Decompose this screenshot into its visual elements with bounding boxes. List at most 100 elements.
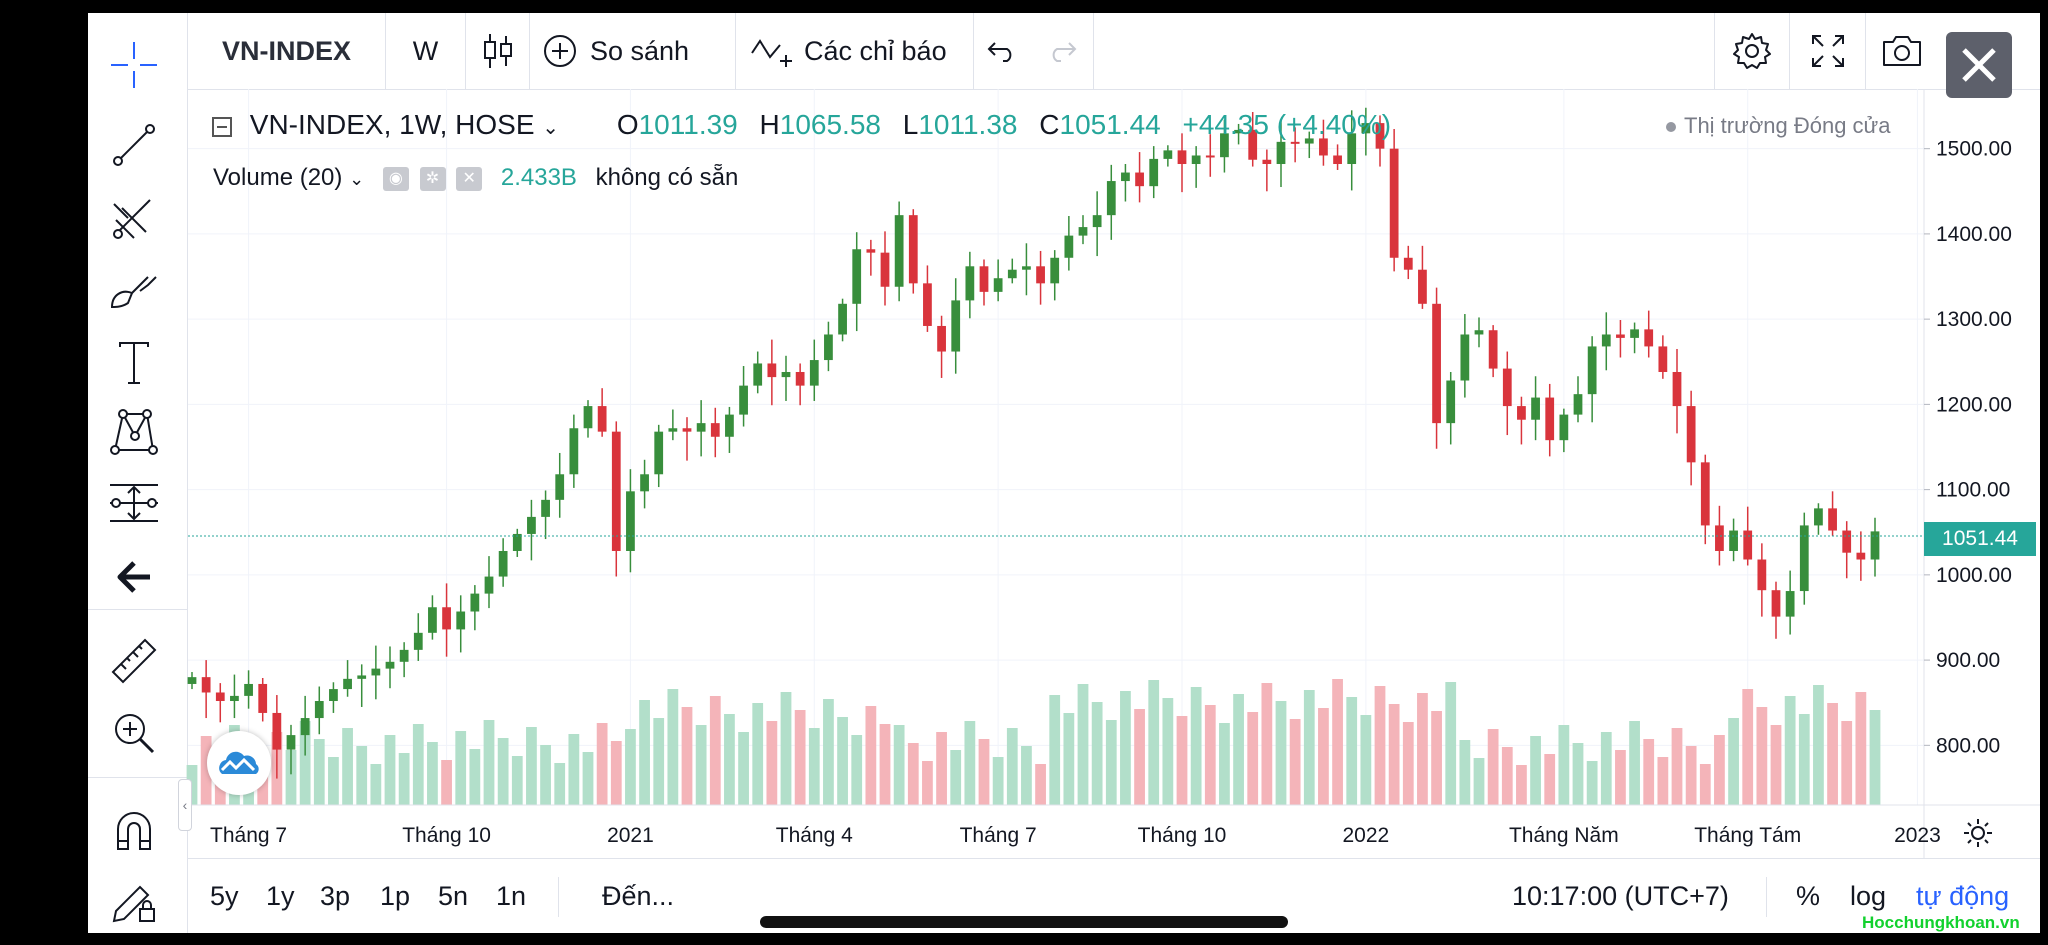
lock-drawings-tool[interactable] [106,873,162,929]
symbol-search-button[interactable]: VN-INDEX [188,13,386,89]
pattern-tool[interactable] [106,403,162,459]
fullscreen-icon [1811,35,1844,67]
volume-bar-up [328,757,339,805]
price-chart[interactable]: 1500.00 1400.00 1300.00 1200.00 1100.00 1000.… [88,13,2040,933]
volume-bar-up [1728,718,1739,805]
volume-bar-up [837,717,848,805]
last-price-tag: 1051.44 [1924,522,2036,556]
fib-tool[interactable] [106,190,162,246]
price-axis[interactable]: 1500.00 1400.00 1300.00 1200.00 1100.00 1000.… [1924,138,2012,758]
percent-label: % [1796,881,1821,911]
volume-bar-down [709,696,721,805]
range-3p[interactable]: 3p [320,859,350,933]
candle-up [498,550,508,577]
volume-bar-up [1091,702,1103,805]
candle-up [371,668,381,676]
gear-small-icon[interactable]: ✲ [419,166,446,191]
brush-tool[interactable] [106,263,162,319]
volume-bar-down [596,723,608,805]
trend-line-tool[interactable] [106,117,162,173]
chevron-down-icon[interactable]: ⌄ [542,117,560,139]
symbol-label: VN-INDEX [222,35,352,66]
candle-down [258,683,268,713]
brush-icon [110,276,157,309]
goto-date-button[interactable]: Đến... [602,859,674,933]
undo-button[interactable] [974,13,1030,89]
candle-down [1616,334,1625,338]
range-1y[interactable]: 1y [266,859,295,933]
range-1p[interactable]: 1p [380,859,410,933]
volume-bar-up [1869,710,1881,805]
candle-down [1672,371,1682,407]
candle-down [1828,508,1837,531]
chart-type-button[interactable] [466,13,530,89]
range-5n[interactable]: 5n [438,859,468,933]
volume-bar-up [1586,761,1598,805]
volume-bar-down [1855,692,1867,805]
remove-icon[interactable]: ✕ [456,166,483,191]
candle-up [1460,334,1470,381]
indicators-icon [751,39,792,67]
candle-down [1715,525,1724,551]
candle-up [470,593,480,612]
zoom-tool[interactable] [106,705,162,761]
candle-down [272,712,282,750]
range-5y[interactable]: 5y [210,859,239,933]
pencil-lock-icon [112,885,155,923]
candle-up [1347,133,1357,165]
candle-up [1559,414,1569,441]
timezone-button[interactable]: 10:17:00 (UTC+7) [1512,859,1729,933]
auto-scale-toggle[interactable]: tự động [1916,859,2009,933]
fullscreen-button[interactable] [1790,13,1866,89]
candle-up [1149,158,1159,187]
snapshot-button[interactable] [1866,13,1938,89]
text-tool[interactable] [106,335,162,391]
candle-up [286,735,296,750]
collapse-legend-icon[interactable] [212,116,232,137]
time-axis[interactable]: Tháng 7 Tháng 10 2021 Tháng 4 Tháng 7 Tháng 1… [210,824,1941,847]
ruler-tool[interactable] [106,633,162,689]
volume-bar-up [1190,687,1202,805]
volume-bar-up [299,721,311,805]
candle-down [710,423,720,437]
volume-bar-down [1841,721,1853,805]
volume-bar-up [398,753,410,805]
candle-up [809,360,819,386]
settings-button[interactable] [1714,13,1790,89]
candlestick-series [187,107,1880,779]
range-1n[interactable]: 1n [496,859,526,933]
candle-down [1700,462,1710,526]
bottom-bar: 5y 1y 3p 1p 5n 1n Đến... 10:17:00 (UTC+7… [188,858,2040,933]
indicators-button[interactable]: Các chỉ báo [736,13,974,89]
time-axis-label: 2023 [1894,824,1941,847]
candle-down [611,431,621,551]
candle-down [1743,530,1753,560]
volume-bar-up [412,724,424,805]
redo-button[interactable] [1030,13,1094,89]
candle-down [979,266,989,292]
eye-icon[interactable]: ◉ [382,166,409,191]
magnet-tool[interactable] [106,803,162,859]
interval-button[interactable]: W [386,13,466,89]
percent-toggle[interactable]: % [1796,859,1820,933]
measure-range-tool[interactable] [106,475,162,531]
volume-bar-up [455,731,467,805]
log-toggle[interactable]: log [1850,859,1886,933]
volume-title: Volume (20) [213,164,343,191]
volume-bar-up [1021,746,1032,805]
axis-settings-button[interactable] [1958,813,1998,853]
volume-bar-up [724,714,735,805]
hide-toolbar-button[interactable] [106,549,162,605]
candle-up [739,385,748,415]
bottom-divider [558,877,559,917]
candle-up [1531,397,1540,420]
candle-up [230,695,239,702]
volume-chevron-icon[interactable]: ⌄ [349,169,365,189]
collapse-handle[interactable]: ‹ [178,779,192,831]
crosshair-tool[interactable] [106,37,162,93]
candle-up [1276,141,1286,165]
candle-down [682,428,692,432]
candle-up [329,689,338,702]
compare-button[interactable]: So sánh [530,13,736,89]
close-button[interactable] [1946,32,2012,98]
